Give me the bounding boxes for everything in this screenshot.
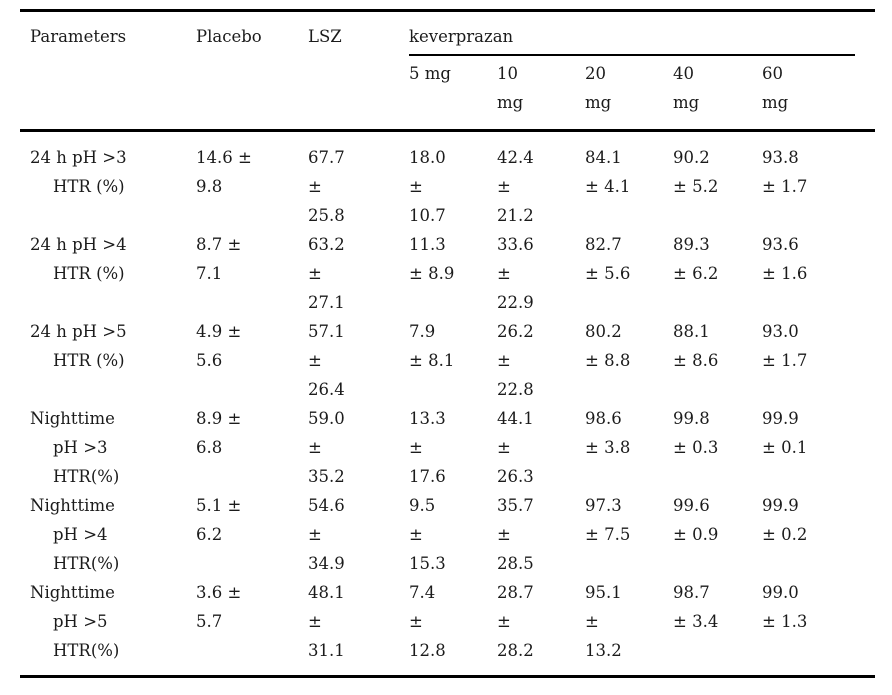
- value-cell: 8.7 ± 7.1: [196, 235, 242, 283]
- ph-holding-time-table: Parameters Placebo LSZ keverprazan 5 mg …: [20, 9, 876, 678]
- table-row: 24 h pH >5 HTR (%) 4.9 ± 5.6 57.1 ± 26.4…: [20, 317, 875, 404]
- value-cell: 99.0 ± 1.3: [762, 583, 808, 631]
- value-cell: 98.6 ± 3.8: [585, 409, 631, 457]
- value-cell: 84.1 ± 4.1: [585, 148, 631, 196]
- col-header-parameters: Parameters: [30, 27, 127, 46]
- value-cell: 44.1 ± 26.3: [497, 409, 534, 486]
- value-cell: 80.2 ± 8.8: [585, 322, 631, 370]
- value-cell: 28.7 ± 28.2: [497, 583, 534, 660]
- value-cell: 93.6 ± 1.6: [762, 235, 808, 283]
- value-cell: 93.8 ± 1.7: [762, 148, 808, 196]
- value-cell: 97.3 ± 7.5: [585, 496, 631, 544]
- value-cell: 99.6 ± 0.9: [673, 496, 719, 544]
- value-cell: 42.4 ± 21.2: [497, 148, 534, 225]
- value-cell: 59.0 ± 35.2: [308, 409, 345, 486]
- value-cell: 63.2 ± 27.1: [308, 235, 345, 312]
- value-cell: 93.0 ± 1.7: [762, 322, 808, 370]
- value-cell: 88.1 ± 8.6: [673, 322, 719, 370]
- value-cell: 13.3 ± 17.6: [409, 409, 446, 486]
- value-cell: 35.7 ± 28.5: [497, 496, 534, 573]
- value-cell: 67.7 ± 25.8: [308, 148, 345, 225]
- col-header-dose-60mg: 60 mg: [762, 64, 789, 112]
- value-cell: 18.0 ± 10.7: [409, 148, 446, 225]
- table-container: Parameters Placebo LSZ keverprazan 5 mg …: [20, 9, 892, 678]
- value-cell: 4.9 ± 5.6: [196, 322, 242, 370]
- header-row-doses: 5 mg 10 mg 20 mg 40 mg 60 mg: [20, 56, 875, 131]
- value-cell: 98.7 ± 3.4: [673, 583, 719, 631]
- col-header-keverprazan-group: keverprazan: [409, 11, 875, 56]
- value-cell: 9.5 ± 15.3: [409, 496, 446, 573]
- table-row: 24 h pH >3 HTR (%) 14.6 ± 9.8 67.7 ± 25.…: [20, 131, 875, 231]
- value-cell: 11.3 ± 8.9: [409, 235, 455, 283]
- value-cell: 3.6 ± 5.7: [196, 583, 242, 631]
- param-cell: Nighttime pH >5 HTR(%): [30, 583, 120, 660]
- value-cell: 7.4 ± 12.8: [409, 583, 446, 660]
- table-body: 24 h pH >3 HTR (%) 14.6 ± 9.8 67.7 ± 25.…: [20, 131, 875, 677]
- keverprazan-group-label: keverprazan: [409, 22, 856, 56]
- value-cell: 95.1 ± 13.2: [585, 583, 622, 660]
- value-cell: 99.9 ± 0.1: [762, 409, 808, 457]
- value-cell: 7.9 ± 8.1: [409, 322, 455, 370]
- table-row: 24 h pH >4 HTR (%) 8.7 ± 7.1 63.2 ± 27.1…: [20, 230, 875, 317]
- col-header-placebo: Placebo: [196, 27, 262, 46]
- col-header-dose-10mg: 10 mg: [497, 64, 524, 112]
- value-cell: 14.6 ± 9.8: [196, 148, 252, 196]
- col-header-lsz: LSZ: [308, 27, 342, 46]
- value-cell: 82.7 ± 5.6: [585, 235, 631, 283]
- col-header-dose-40mg: 40 mg: [673, 64, 700, 112]
- value-cell: 54.6 ± 34.9: [308, 496, 345, 573]
- value-cell: 33.6 ± 22.9: [497, 235, 534, 312]
- value-cell: 89.3 ± 6.2: [673, 235, 719, 283]
- param-cell: 24 h pH >4 HTR (%): [30, 235, 127, 283]
- col-header-dose-5mg: 5 mg: [409, 64, 451, 83]
- param-cell: 24 h pH >5 HTR (%): [30, 322, 127, 370]
- param-cell: Nighttime pH >3 HTR(%): [30, 409, 120, 486]
- table-row: Nighttime pH >3 HTR(%) 8.9 ± 6.8 59.0 ± …: [20, 404, 875, 491]
- table-row: Nighttime pH >4 HTR(%) 5.1 ± 6.2 54.6 ± …: [20, 491, 875, 578]
- value-cell: 99.9 ± 0.2: [762, 496, 808, 544]
- value-cell: 48.1 ± 31.1: [308, 583, 345, 660]
- param-cell: 24 h pH >3 HTR (%): [30, 148, 127, 196]
- value-cell: 90.2 ± 5.2: [673, 148, 719, 196]
- value-cell: 26.2 ± 22.8: [497, 322, 534, 399]
- value-cell: 5.1 ± 6.2: [196, 496, 242, 544]
- param-cell: Nighttime pH >4 HTR(%): [30, 496, 120, 573]
- value-cell: 57.1 ± 26.4: [308, 322, 345, 399]
- header-row-main: Parameters Placebo LSZ keverprazan: [20, 11, 875, 56]
- table-row: Nighttime pH >5 HTR(%) 3.6 ± 5.7 48.1 ± …: [20, 578, 875, 677]
- table-header: Parameters Placebo LSZ keverprazan 5 mg …: [20, 11, 876, 131]
- value-cell: 8.9 ± 6.8: [196, 409, 242, 457]
- col-header-dose-20mg: 20 mg: [585, 64, 612, 112]
- value-cell: 99.8 ± 0.3: [673, 409, 719, 457]
